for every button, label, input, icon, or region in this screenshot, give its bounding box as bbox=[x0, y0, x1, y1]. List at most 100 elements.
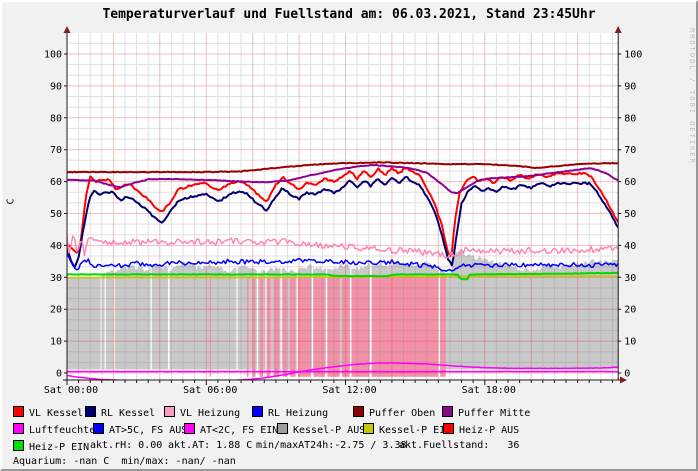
legend-swatch-kessel-p-aus bbox=[277, 423, 288, 434]
y-axis-label-left: 10 bbox=[50, 337, 62, 348]
legend-item-kessel-p-aus: Kessel-P AUS bbox=[277, 423, 365, 436]
bar-fs-ein bbox=[266, 277, 271, 377]
gap-kessel-p-ein bbox=[296, 248, 298, 372]
series-heiz-p-ein bbox=[67, 271, 619, 281]
bar-fs-ein bbox=[371, 277, 438, 377]
bar-fs-ein bbox=[273, 277, 280, 377]
y-axis-label-left: 30 bbox=[50, 273, 62, 284]
legend-label: RL Kessel bbox=[101, 408, 156, 419]
series-vl-heizung bbox=[67, 235, 619, 259]
y-axis-label-right: 10 bbox=[624, 337, 636, 348]
legend-item-heiz-p-ein: Heiz-P EIN bbox=[13, 440, 89, 453]
y-axis-label-right: 50 bbox=[624, 209, 636, 220]
legend-label: Heiz-P AUS bbox=[459, 425, 520, 436]
x-axis-label: Sat 06:00 bbox=[183, 385, 237, 396]
gap-kessel-p-ein bbox=[280, 248, 282, 372]
y-axis-label-left: 50 bbox=[50, 209, 62, 220]
gap-kessel-p-ein bbox=[350, 248, 352, 372]
legend-label: Kessel-P AUS bbox=[293, 425, 366, 436]
graph-title: Temperaturverlauf und Fuellstand am: 06.… bbox=[102, 7, 596, 22]
legend-swatch-kessel-p-ein bbox=[363, 423, 374, 434]
bar-fs-ein bbox=[342, 277, 350, 377]
bar-fs-ein bbox=[252, 277, 256, 377]
legend-item-vl-kessel: VL Kessel bbox=[13, 406, 83, 419]
legend-swatch-luftfeuchte bbox=[13, 423, 24, 434]
gap-kessel-p-ein bbox=[311, 248, 314, 372]
series-kessel-p-ein bbox=[67, 275, 619, 279]
x-axis-label: Sat 12:00 bbox=[322, 385, 376, 396]
gap-kessel-p-ein bbox=[369, 248, 372, 372]
series-puffer-mitte bbox=[67, 163, 619, 194]
series-vl-kessel bbox=[67, 166, 619, 258]
y-axis-label-left: 20 bbox=[50, 305, 62, 316]
legend-item-luftfeuchte: Luftfeuchte bbox=[13, 423, 95, 436]
legend-label: Puffer Mitte bbox=[458, 408, 531, 419]
bar-fs-ein bbox=[440, 277, 446, 377]
legend-item-heiz-p-aus: Heiz-P AUS bbox=[443, 423, 519, 436]
bar-fs-ein bbox=[327, 277, 340, 377]
gap-kessel-p-ein bbox=[100, 248, 102, 372]
gap-kessel-p-ein bbox=[150, 248, 152, 372]
bar-fs-ein bbox=[313, 277, 326, 377]
legend-label: AT>5C, FS AUS bbox=[109, 425, 188, 436]
bar-fs-ein bbox=[282, 277, 288, 377]
legend-label: Kessel-P EIN bbox=[379, 425, 452, 436]
legend-swatch-rl-heizung bbox=[252, 406, 263, 417]
y-axis-label-left: 70 bbox=[50, 145, 62, 156]
legend-item-rl-heizung: RL Heizung bbox=[252, 406, 328, 419]
legend-label: min/maxAT24h:-2.75 / 3.38 bbox=[256, 440, 407, 451]
legend-label: akt.rH: 0.00 bbox=[90, 440, 163, 451]
y-axis-label-right: 20 bbox=[624, 305, 636, 316]
y-axis-label-right: 70 bbox=[624, 145, 636, 156]
bar-fs-ein bbox=[209, 277, 211, 377]
series-puffer-oben bbox=[67, 161, 619, 174]
legend-swatch-at-2c-fs-ein bbox=[184, 423, 195, 434]
legend-item-puffer-mitte: Puffer Mitte bbox=[442, 406, 530, 419]
legend-item-rl-kessel: RL Kessel bbox=[85, 406, 155, 419]
series-rl-kessel bbox=[67, 175, 619, 269]
y-axis-label-left: 40 bbox=[50, 241, 62, 252]
legend-swatch-heiz-p-ein bbox=[13, 440, 24, 451]
legend-label: Puffer Oben bbox=[369, 408, 436, 419]
legend-item-vl-heizung: VL Heizung bbox=[164, 406, 240, 419]
gap-kessel-p-ein bbox=[113, 248, 115, 372]
y-axis-label-right: 60 bbox=[624, 177, 636, 188]
y-axis-label-right: 80 bbox=[624, 113, 636, 124]
y-axis-label-left: 80 bbox=[50, 113, 62, 124]
stat-akt-rh: akt.rH: 0.00 bbox=[90, 440, 162, 451]
legend-swatch-rl-kessel bbox=[85, 406, 96, 417]
gap-kessel-p-ein bbox=[104, 248, 106, 372]
series-aussentemperatur bbox=[67, 362, 619, 380]
legend-swatch-vl-kessel bbox=[13, 406, 24, 417]
legend-label: Luftfeuchte bbox=[29, 425, 96, 436]
legend-item-at-2c-fs-ein: AT<2C, FS EIN bbox=[184, 423, 278, 436]
x-axis-label: Sat 00:00 bbox=[44, 385, 98, 396]
y-axis-label-right: 40 bbox=[624, 241, 636, 252]
legend-label: akt.Fuellstand: 36 bbox=[399, 440, 520, 451]
y-axis-label-left: 0 bbox=[56, 369, 62, 380]
legend-label: RL Heizung bbox=[268, 408, 329, 419]
legend-swatch-heiz-p-aus bbox=[443, 423, 454, 434]
y-axis-label-left: 60 bbox=[50, 177, 62, 188]
gap-kessel-p-ein bbox=[326, 248, 328, 372]
legend-label: akt.AT: 1.88 C bbox=[168, 440, 253, 451]
legend-label: VL Kessel bbox=[29, 408, 84, 419]
chart-canvas: 0 0 10 10 20 20 30 30 40 40 50 50 60 60 70 70 80 80 90 90 10… bbox=[44, 26, 642, 396]
gap-kessel-p-ein bbox=[265, 248, 267, 372]
y-axis-label-right: 100 bbox=[624, 50, 642, 61]
stat-akt-at: akt.AT: 1.88 C bbox=[168, 440, 252, 451]
x-axis-label: Sat 18:00 bbox=[462, 385, 516, 396]
legend-swatch-puffer-oben bbox=[353, 406, 364, 417]
legend-item-kessel-p-ein: Kessel-P EIN bbox=[363, 423, 451, 436]
legend-swatch-puffer-mitte bbox=[442, 406, 453, 417]
y-axis-label-left: 90 bbox=[50, 81, 62, 92]
legend-item-at-5c-fs-aus: AT>5C, FS AUS bbox=[93, 423, 187, 436]
y-axis-label-right: 90 bbox=[624, 81, 636, 92]
bar-fs-ein bbox=[259, 277, 264, 377]
stat-akt-fuellstand: akt.Fuellstand: 36 bbox=[399, 440, 519, 451]
series-rl-heizung bbox=[67, 253, 619, 272]
gap-kessel-p-ein bbox=[236, 248, 238, 372]
stat-aquarium: Aquarium: -nan C min/max: -nan/ -nan bbox=[13, 456, 236, 467]
y-axis-label-right: 30 bbox=[624, 273, 636, 284]
